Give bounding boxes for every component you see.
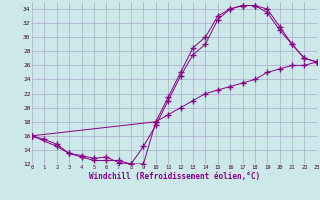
X-axis label: Windchill (Refroidissement éolien,°C): Windchill (Refroidissement éolien,°C) <box>89 172 260 181</box>
